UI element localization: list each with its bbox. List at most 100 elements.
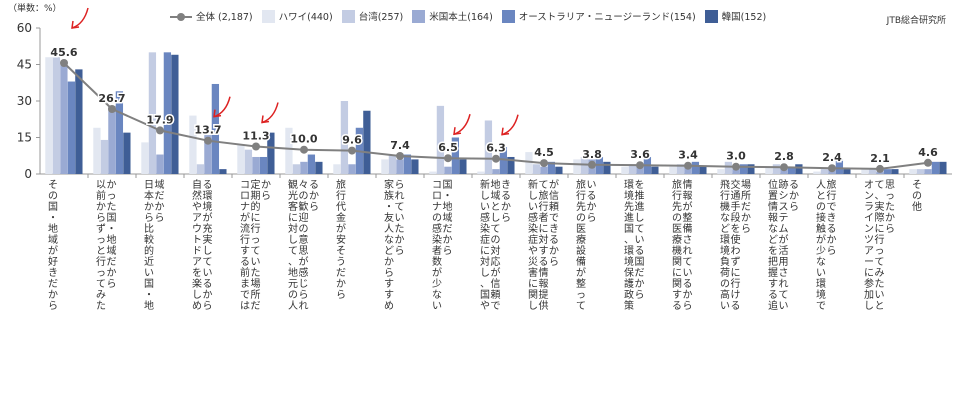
x-category-char: 対 — [288, 222, 298, 235]
x-category-char: を — [635, 179, 645, 191]
bar-1-15 — [765, 166, 773, 174]
x-category-char: で — [240, 290, 250, 301]
legend-item-total: 全体 (2,187) — [170, 9, 253, 23]
x-category-char: る — [731, 300, 741, 312]
bar-1-18 — [909, 169, 917, 174]
x-category-char: ー — [864, 257, 874, 268]
legend-label-au-nz: オーストラリア・ニュージーランド(154) — [518, 12, 696, 23]
bar-5-9 — [507, 156, 515, 174]
x-category-char: 人 — [288, 300, 298, 312]
x-category-char: か — [827, 234, 837, 246]
x-category-char: 信 — [549, 190, 559, 202]
x-category-char: や — [192, 201, 202, 213]
x-category-char: ら — [741, 223, 751, 235]
x-category-char: 国 — [443, 179, 453, 191]
x-category-char: 染 — [480, 222, 490, 235]
x-category-char: コ — [432, 180, 442, 191]
x-category-char: 然 — [192, 189, 202, 202]
unit-label: （単数：%） — [8, 4, 62, 14]
total-point-4 — [252, 142, 260, 151]
x-category-char: る — [549, 234, 559, 246]
x-category-char: 段 — [731, 211, 741, 224]
x-category-char: 定 — [251, 178, 261, 191]
x-category-char: 対 — [480, 255, 490, 268]
x-category-char: を — [731, 223, 741, 235]
bar-4-1 — [115, 91, 124, 174]
bar-4-10 — [547, 161, 556, 174]
bar-4-17 — [883, 169, 892, 174]
x-category-char: 的 — [251, 200, 261, 213]
x-category-char: 触 — [816, 222, 826, 235]
x-category-char: 行 — [240, 233, 250, 246]
x-category-char: 境 — [720, 244, 730, 257]
x-category-char: 環 — [624, 179, 634, 191]
x-category-char: 少 — [816, 245, 826, 257]
legend-swatch-korea — [704, 9, 718, 23]
x-category-char: の — [432, 213, 442, 224]
x-category-char: て — [251, 246, 261, 257]
x-category-char: コ — [240, 180, 250, 191]
x-category-char: が — [491, 266, 501, 279]
x-category-char: ど — [384, 245, 394, 257]
total-data-label: 4.5 — [534, 146, 554, 159]
x-category-char: る — [587, 190, 597, 202]
x-category-char: 進 — [635, 201, 645, 213]
x-category-char: 国 — [635, 256, 645, 268]
x-category-char: に — [672, 267, 682, 279]
x-category-char: 迎 — [299, 212, 309, 224]
bar-3-1 — [108, 105, 116, 174]
total-data-label: 7.4 — [390, 139, 410, 152]
x-category-char: い — [816, 268, 826, 279]
x-category-char: し — [635, 212, 645, 224]
x-category-char: 旅 — [539, 189, 549, 202]
total-point-15 — [780, 163, 788, 172]
x-category-char: 旅 — [576, 178, 586, 191]
total-data-label: 2.4 — [822, 151, 842, 164]
bar-5-7 — [411, 159, 419, 174]
x-category-char: 国 — [48, 201, 58, 213]
x-category-char: ら — [48, 300, 58, 312]
x-category-char: 対 — [491, 244, 501, 257]
x-category-char: ・ — [384, 202, 394, 213]
x-category-char: オ — [864, 179, 874, 191]
x-category-char: 保 — [624, 266, 634, 279]
x-category-char: 災 — [528, 256, 538, 268]
x-category-char: ウ — [192, 223, 202, 235]
red-arrow-icon — [453, 114, 471, 135]
bar-5-3 — [219, 169, 227, 174]
x-category-char: 安 — [336, 233, 346, 246]
bar-5-15 — [795, 164, 803, 174]
x-category-char: 実 — [203, 233, 213, 246]
x-category-char: 整 — [683, 211, 693, 224]
x-category-char: 意 — [299, 233, 309, 246]
x-category-char: か — [309, 190, 319, 202]
bar-1-8 — [429, 171, 437, 174]
x-category-char: 害 — [528, 266, 538, 279]
x-category-char: な — [384, 234, 394, 246]
bar-2-15 — [772, 164, 781, 174]
bar-2-17 — [868, 169, 877, 174]
x-category-char: 族 — [384, 189, 394, 202]
x-category-char: 充 — [203, 222, 213, 235]
x-category-char: 負 — [720, 256, 730, 268]
bar-3-4 — [252, 156, 260, 174]
x-category-char: か — [48, 289, 58, 301]
x-category-char: 域 — [107, 244, 117, 257]
legend-label-korea: 韓国(152) — [721, 12, 767, 23]
x-category-char: 近 — [144, 255, 154, 268]
x-category-char: て — [491, 224, 501, 235]
bar-5-0 — [75, 69, 83, 174]
x-category-char: ツ — [864, 235, 874, 246]
x-category-char: 頼 — [549, 201, 559, 213]
x-category-char: 報 — [539, 278, 549, 290]
bar-1-12 — [621, 166, 629, 174]
x-category-char: 環 — [624, 245, 634, 257]
x-category-char: 対 — [539, 233, 549, 246]
x-category-char: す — [539, 245, 549, 257]
x-category-char: 、 — [624, 235, 634, 246]
